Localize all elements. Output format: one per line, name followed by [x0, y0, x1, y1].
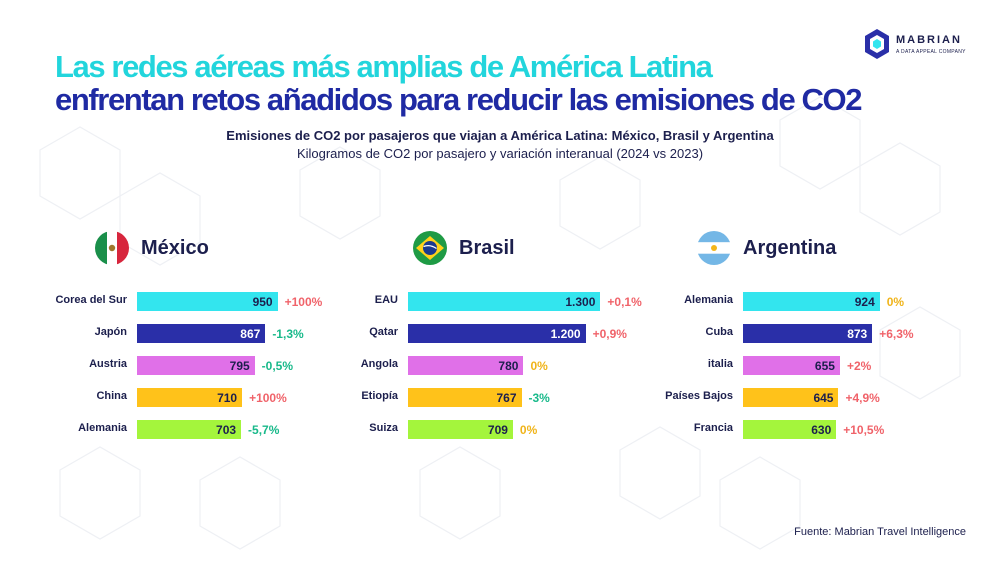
- bar: [408, 292, 601, 311]
- bar: [137, 388, 243, 407]
- bar-row: Suiza 709 0%: [323, 413, 623, 445]
- value-label: 924: [854, 295, 875, 309]
- country-title: Brasil: [459, 236, 515, 259]
- value-label: 1.300: [565, 295, 596, 309]
- bar-row: Francia 630 +10,5%: [623, 413, 923, 445]
- change-label: +10,5%: [843, 423, 885, 437]
- logo-wordmark: MABRIAN: [896, 34, 962, 46]
- bar: [743, 420, 837, 439]
- change-label: +0,1%: [607, 295, 642, 309]
- bar: [137, 324, 266, 343]
- bar: [137, 292, 278, 311]
- brazil-flag-icon: [413, 231, 447, 265]
- change-label: +100%: [249, 391, 287, 405]
- mabrian-logo-icon: [865, 29, 889, 59]
- country-title: Argentina: [743, 236, 837, 259]
- country-title: México: [141, 236, 209, 259]
- category-label: Austria: [89, 358, 127, 370]
- value-label: 1.200: [550, 327, 581, 341]
- bar-row: Corea del Sur 950 +100%: [25, 285, 325, 317]
- title-line-2: enfrentan retos añadidos para reducir la…: [55, 82, 862, 117]
- bar-row: Alemania 703 -5,7%: [25, 413, 325, 445]
- chart-subtitle: Emisiones de CO2 por pasajeros que viaja…: [226, 128, 774, 143]
- change-label: -1,3%: [272, 327, 304, 341]
- bar-row: Etiopía 767 -3%: [323, 381, 623, 413]
- change-label: -0,5%: [261, 359, 294, 373]
- value-label: 630: [811, 423, 832, 437]
- category-label: Países Bajos: [665, 390, 733, 402]
- bar-row: Austria 795 -0,5%: [25, 349, 325, 381]
- change-label: 0%: [519, 423, 538, 437]
- chart-panel-argentina: Argentina Alemania 924 0% Cuba 873 +6,3% italia…: [623, 225, 923, 445]
- category-label: Japón: [94, 326, 127, 338]
- bar: [743, 292, 880, 311]
- bar-row: Alemania 924 0%: [623, 285, 923, 317]
- change-label: +0,9%: [592, 327, 627, 341]
- value-label: 950: [252, 295, 273, 309]
- value-label: 873: [847, 327, 868, 341]
- bar: [137, 420, 242, 439]
- change-label: +2%: [846, 359, 872, 373]
- value-label: 709: [487, 423, 508, 437]
- bar-row: Cuba 873 +6,3%: [623, 317, 923, 349]
- change-label: -3%: [528, 391, 550, 405]
- value-label: 867: [240, 327, 261, 341]
- bar-row: Países Bajos 645 +4,9%: [623, 381, 923, 413]
- change-label: +6,3%: [879, 327, 914, 341]
- category-label: Alemania: [78, 422, 127, 434]
- change-label: +100%: [284, 295, 323, 309]
- value-label: 767: [496, 391, 517, 405]
- bar: [408, 388, 522, 407]
- category-label: China: [96, 390, 127, 402]
- category-label: Suiza: [369, 422, 398, 434]
- bar-row: China 710 +100%: [25, 381, 325, 413]
- bar: [743, 388, 839, 407]
- change-label: 0%: [530, 359, 548, 373]
- bar: [743, 356, 840, 375]
- mabrian-logo: MABRIAN A DATA APPEAL COMPANY: [863, 28, 973, 64]
- category-label: Cuba: [705, 326, 734, 338]
- change-label: 0%: [886, 295, 905, 309]
- chart-subtitle-units: Kilogramos de CO2 por pasajero y variaci…: [296, 146, 704, 161]
- panel-header: México: [95, 230, 209, 266]
- bar-row: italia 655 +2%: [623, 349, 923, 381]
- chart-panel-brasil: Brasil EAU 1.300 +0,1% Qatar 1.200 +0,9% Angola…: [323, 225, 642, 445]
- category-label: Alemania: [684, 294, 733, 306]
- chart-panel-mexico: México Corea del Sur 950 +100% Japón 867 -1,3%…: [25, 225, 325, 445]
- mexico-flag-icon: [95, 231, 129, 265]
- change-label: +4,9%: [845, 391, 880, 405]
- main-title: Las redes aéreas más amplias de América …: [55, 49, 862, 117]
- value-label: 780: [498, 359, 519, 373]
- argentina-flag-icon: [697, 231, 731, 265]
- value-label: 710: [217, 391, 238, 405]
- category-label: Qatar: [369, 326, 398, 338]
- panel-header: Argentina: [697, 230, 836, 266]
- category-label: Francia: [693, 422, 733, 434]
- category-label: Etiopía: [361, 390, 398, 402]
- category-label: italia: [707, 358, 733, 370]
- value-label: 655: [814, 359, 835, 373]
- category-label: Angola: [360, 358, 398, 370]
- category-label: EAU: [374, 294, 398, 306]
- title-line-1: Las redes aéreas más amplias de América …: [55, 49, 713, 84]
- bar: [137, 356, 255, 375]
- bar-row: Angola 780 0%: [323, 349, 623, 381]
- bar-row: Qatar 1.200 +0,9%: [323, 317, 627, 349]
- change-label: -5,7%: [248, 423, 280, 437]
- bar: [743, 324, 873, 343]
- bar: [408, 420, 513, 439]
- value-label: 703: [216, 423, 237, 437]
- bar-row: EAU 1.300 +0,1%: [323, 285, 642, 317]
- source-note: Fuente: Mabrian Travel Intelligence: [794, 526, 966, 538]
- category-label: Corea del Sur: [55, 294, 127, 306]
- value-label: 645: [813, 391, 834, 405]
- bar: [408, 324, 586, 343]
- bar-row: Japón 867 -1,3%: [25, 317, 325, 349]
- bar: [408, 356, 524, 375]
- value-label: 795: [229, 359, 250, 373]
- panel-header: Brasil: [413, 230, 515, 266]
- logo-tagline: A DATA APPEAL COMPANY: [896, 49, 966, 55]
